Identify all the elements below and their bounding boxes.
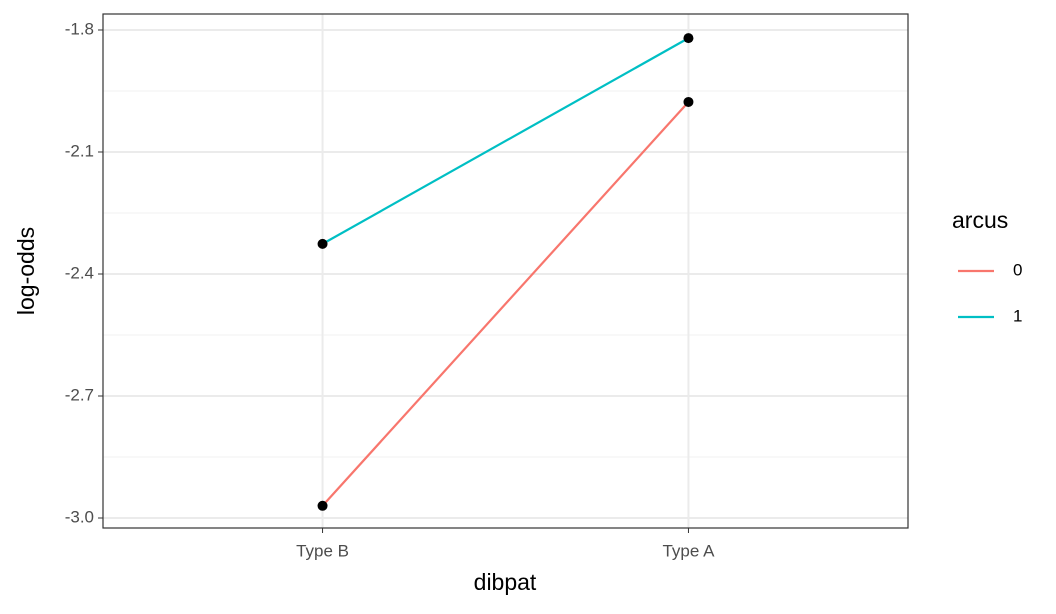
legend-label: 1: [1013, 306, 1022, 325]
y-tick-label: -2.4: [65, 263, 94, 282]
x-tick-label: Type A: [662, 541, 715, 560]
legend-label: 0: [1013, 260, 1022, 279]
point: [317, 500, 328, 511]
y-axis-title: log-odds: [13, 227, 39, 315]
line: [322, 37, 689, 245]
line: [321, 101, 690, 507]
point: [683, 96, 694, 107]
y-tick-label: -2.1: [65, 141, 94, 160]
panel-border: [102, 13, 909, 529]
x-tick-label: Type B: [296, 541, 349, 560]
point: [683, 33, 694, 44]
y-tick-label: -1.8: [65, 19, 94, 38]
point: [317, 238, 328, 249]
x-axis-title: dibpat: [474, 569, 537, 595]
legend-title: arcus: [952, 207, 1008, 233]
y-tick-label: -2.7: [65, 385, 94, 404]
y-tick-label: -3.0: [65, 507, 94, 526]
